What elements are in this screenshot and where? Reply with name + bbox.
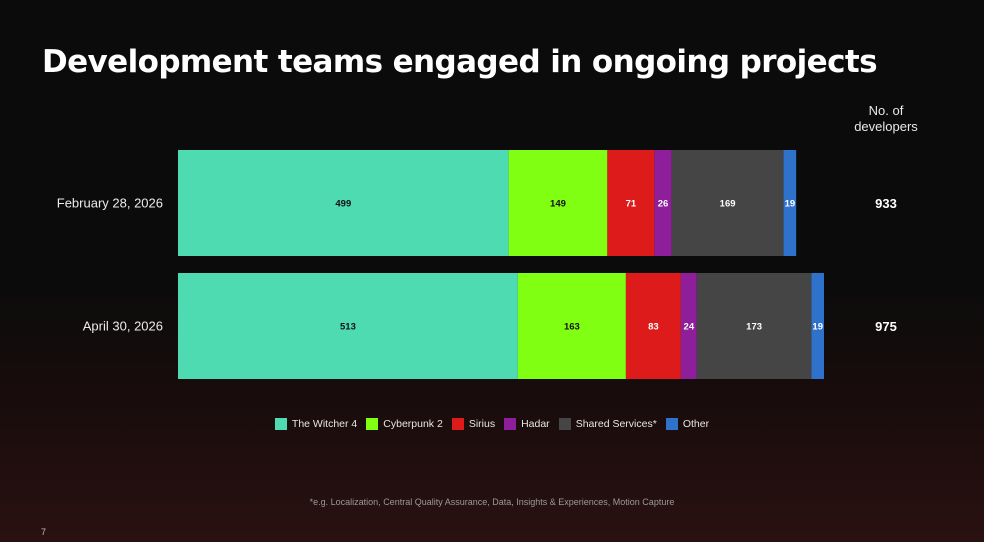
category-label: February 28, 2026 (57, 196, 163, 211)
total-column-header: No. of developers (836, 103, 936, 135)
legend-label: Sirius (468, 418, 496, 430)
chart-legend: The Witcher 4 Cyberpunk 2 Sirius Hadar Share… (0, 418, 984, 430)
data-label: 513 (340, 322, 356, 333)
data-label: 24 (684, 322, 695, 333)
legend-item: Shared Services* (558, 418, 657, 430)
bar-segment (783, 150, 797, 256)
bar-segment (680, 273, 697, 379)
bar-segment (671, 150, 784, 256)
legend-item: Other (665, 418, 710, 430)
total-value: 975 (875, 319, 897, 334)
bar-segment (517, 273, 626, 379)
total-value: 933 (875, 196, 897, 211)
legend-label: Cyberpunk 2 (383, 418, 443, 430)
bar-segment (178, 273, 518, 379)
bar-segment (625, 273, 681, 379)
footnote: *e.g. Localization, Central Quality Assu… (309, 497, 675, 507)
legend-item: The Witcher 4 (274, 418, 358, 430)
category-label: April 30, 2026 (83, 319, 163, 334)
data-label: 19 (812, 322, 823, 333)
data-label: 83 (648, 322, 659, 333)
total-column-header-line2: developers (854, 119, 918, 134)
legend-swatch (665, 418, 678, 430)
data-label: 71 (626, 199, 637, 210)
data-label: 149 (550, 199, 566, 210)
bar-segment (811, 273, 824, 379)
data-label: 19 (785, 199, 796, 210)
page-title: Development teams engaged in ongoing pro… (42, 44, 878, 80)
bar-segment (508, 150, 608, 256)
legend-label: Hadar (521, 418, 550, 430)
bar-segment (696, 273, 812, 379)
legend-item: Cyberpunk 2 (366, 418, 443, 430)
legend-swatch (366, 418, 379, 430)
legend-label: The Witcher 4 (291, 418, 358, 430)
legend-label: Shared Services* (575, 418, 657, 430)
legend-item: Sirius (451, 418, 496, 430)
legend-swatch (451, 418, 464, 430)
legend-swatch (504, 418, 517, 430)
bar-segment (654, 150, 672, 256)
legend-swatch (558, 418, 571, 430)
data-label: 499 (335, 199, 351, 210)
data-label: 173 (746, 322, 762, 333)
legend-swatch (274, 418, 287, 430)
data-label: 163 (564, 322, 580, 333)
page-number: 7 (41, 527, 47, 537)
legend-item: Hadar (504, 418, 550, 430)
bar-segment (607, 150, 655, 256)
legend-label: Other (682, 418, 710, 430)
bar-segment (178, 150, 509, 256)
data-label: 26 (658, 199, 669, 210)
data-label: 169 (720, 199, 736, 210)
total-column-header-line1: No. of (868, 103, 904, 118)
